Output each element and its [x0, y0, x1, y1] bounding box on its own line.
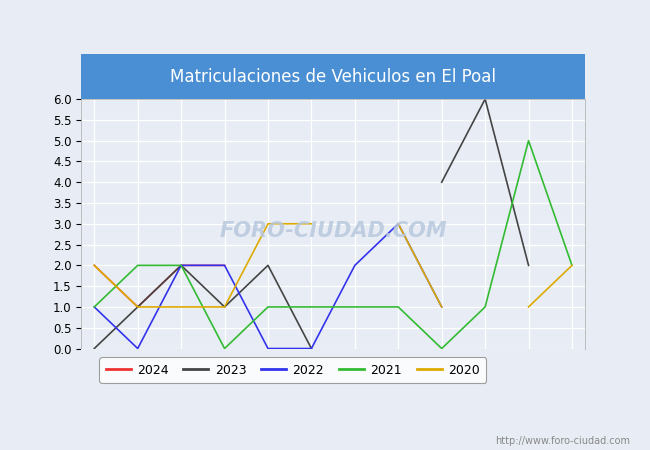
Line: 2021: 2021 [94, 140, 572, 348]
2022 [395, 221, 402, 226]
2024 [177, 263, 185, 268]
2022 [177, 263, 185, 268]
Text: http://www.foro-ciudad.com: http://www.foro-ciudad.com [495, 436, 630, 446]
2022 [134, 346, 142, 351]
2020 [177, 304, 185, 310]
2023 [220, 304, 228, 310]
2020 [307, 221, 315, 226]
2022 [90, 304, 98, 310]
2023 [264, 263, 272, 268]
2020 [264, 221, 272, 226]
Text: Matriculaciones de Vehiculos en El Poal: Matriculaciones de Vehiculos en El Poal [170, 68, 496, 86]
2021 [395, 304, 402, 310]
2023 [307, 346, 315, 351]
Line: 2022: 2022 [94, 224, 442, 348]
2021 [264, 304, 272, 310]
Legend: 2024, 2023, 2022, 2021, 2020: 2024, 2023, 2022, 2021, 2020 [99, 357, 486, 383]
2021 [134, 263, 142, 268]
2021 [481, 304, 489, 310]
Line: 2024: 2024 [94, 266, 224, 307]
2022 [307, 346, 315, 351]
2021 [220, 346, 228, 351]
2023 [90, 346, 98, 351]
2023 [177, 263, 185, 268]
2021 [177, 263, 185, 268]
2022 [438, 304, 446, 310]
2021 [307, 304, 315, 310]
2024 [134, 304, 142, 310]
2020 [220, 304, 228, 310]
2024 [90, 263, 98, 268]
2020 [134, 304, 142, 310]
2021 [351, 304, 359, 310]
Text: FORO-CIUDAD.COM: FORO-CIUDAD.COM [219, 221, 447, 241]
2020 [90, 263, 98, 268]
2022 [264, 346, 272, 351]
2021 [438, 346, 446, 351]
Line: 2020: 2020 [94, 224, 311, 307]
2022 [220, 263, 228, 268]
2021 [568, 263, 576, 268]
2024 [220, 263, 228, 268]
2021 [525, 138, 532, 143]
2021 [90, 304, 98, 310]
2022 [351, 263, 359, 268]
Line: 2023: 2023 [94, 266, 311, 348]
2023 [134, 304, 142, 310]
